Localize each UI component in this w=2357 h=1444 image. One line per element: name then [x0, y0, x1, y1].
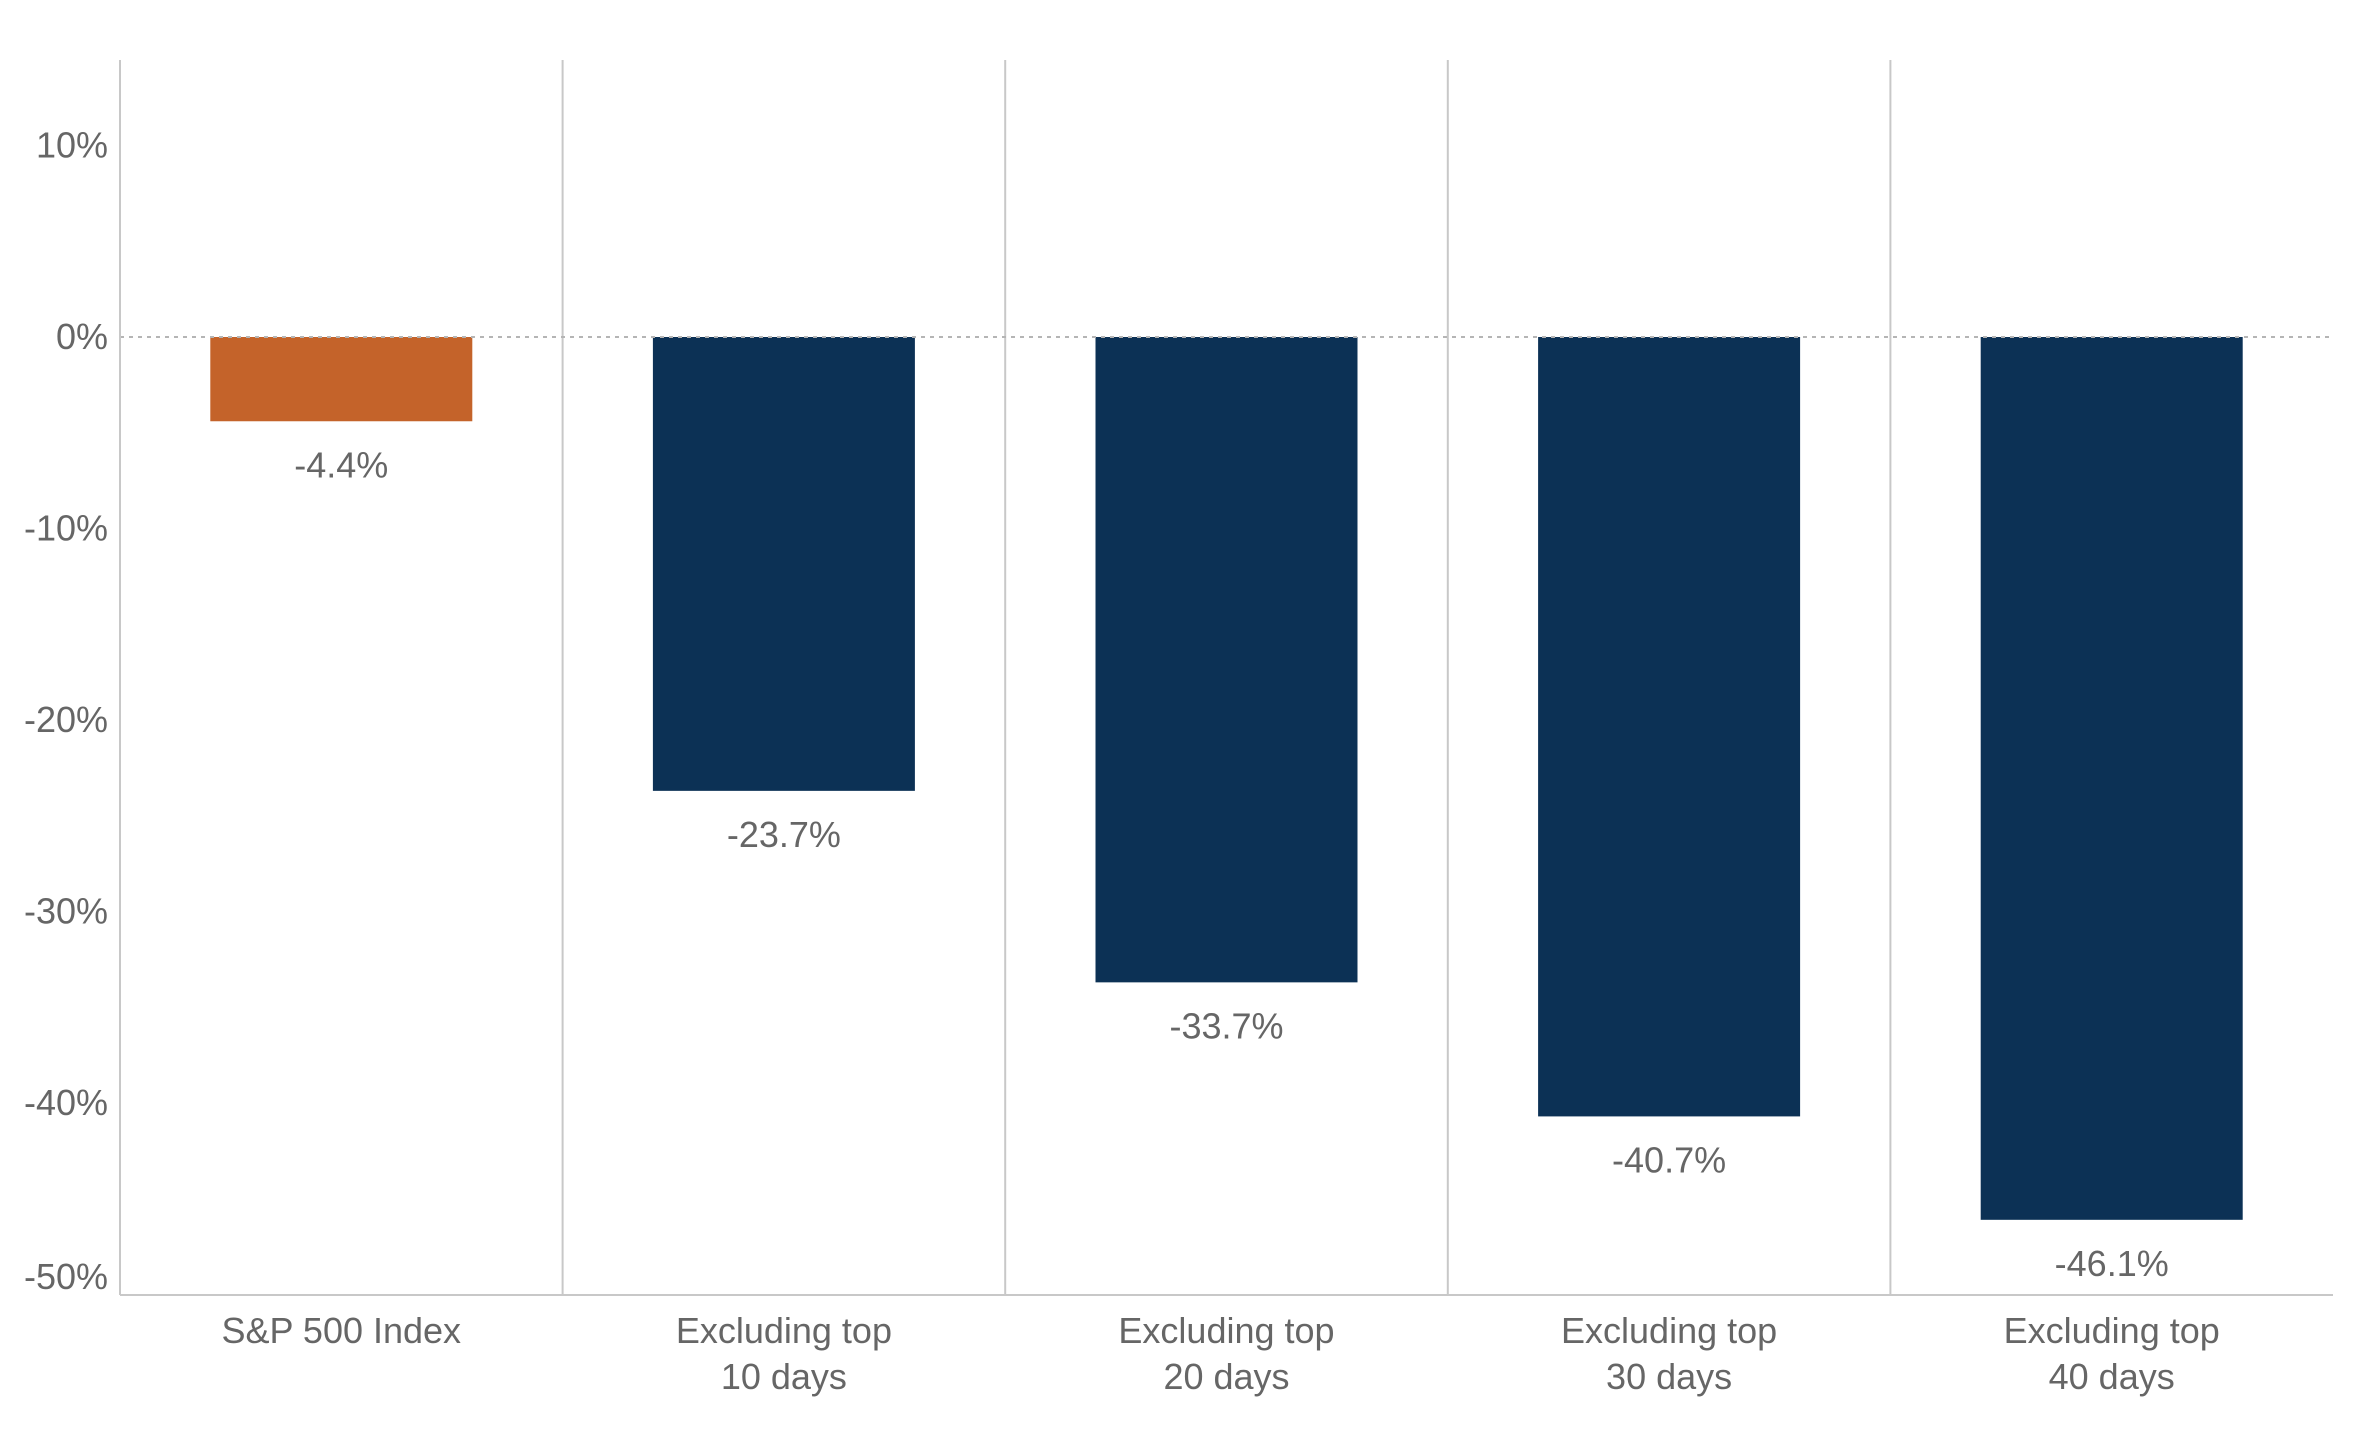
x-category-label: 10 days: [721, 1356, 847, 1397]
data-label: -40.7%: [1612, 1139, 1726, 1180]
x-axis-labels: S&P 500 Index Excluding top 10 days Excludi…: [222, 1310, 2220, 1397]
x-category-label: 30 days: [1606, 1356, 1732, 1397]
y-tick-label: -40%: [24, 1082, 108, 1123]
y-tick-label: 0%: [56, 316, 108, 357]
bars: [210, 337, 2243, 1220]
data-label: -33.7%: [1169, 1005, 1283, 1046]
x-category-label: Excluding top: [1118, 1310, 1334, 1351]
x-category-label: Excluding top: [2004, 1310, 2220, 1351]
y-tick-label: -10%: [24, 508, 108, 549]
y-tick-label: -50%: [24, 1256, 108, 1297]
data-label: -46.1%: [2055, 1243, 2169, 1284]
x-category-label: 40 days: [2049, 1356, 2175, 1397]
axes: [119, 60, 2333, 1296]
y-axis-ticks: 10% 0% -10% -20% -30% -40% -50%: [24, 125, 108, 1298]
data-labels: -4.4% -23.7% -33.7% -40.7% -46.1%: [294, 444, 2168, 1284]
bar: [1980, 337, 2243, 1220]
x-category-label: 20 days: [1163, 1356, 1289, 1397]
data-label: -4.4%: [294, 444, 388, 485]
data-label: -23.7%: [727, 814, 841, 855]
y-tick-label: -20%: [24, 699, 108, 740]
bar: [1538, 337, 1801, 1117]
y-tick-label: -30%: [24, 891, 108, 932]
x-category-label: S&P 500 Index: [222, 1310, 462, 1351]
category-separators: [561, 60, 1892, 1295]
x-category-label: Excluding top: [1561, 1310, 1777, 1351]
bar: [652, 337, 915, 791]
x-category-label: Excluding top: [676, 1310, 892, 1351]
bar: [1095, 337, 1358, 983]
bar: [210, 337, 473, 422]
y-tick-label: 10%: [36, 125, 108, 166]
